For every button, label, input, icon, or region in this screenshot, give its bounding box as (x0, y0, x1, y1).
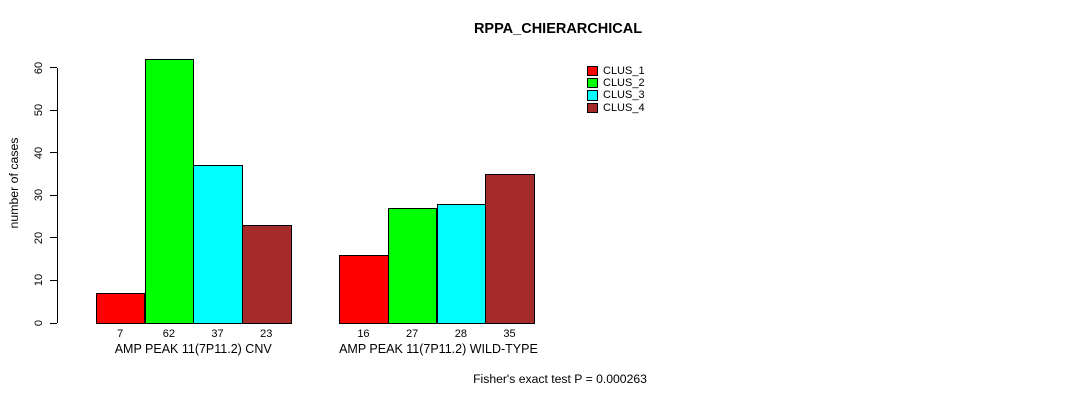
legend-label-clus_1: CLUS_1 (603, 64, 645, 77)
bar-clus_3-group1 (193, 165, 243, 324)
x-axis-group-label: AMP PEAK 11(7P11.2) WILD-TYPE (339, 342, 538, 356)
bar-clus_1-group2 (339, 254, 389, 324)
y-axis-tick (50, 109, 57, 111)
annotation-text: Fisher's exact test P = 0.000263 (473, 372, 647, 386)
bar-value-label: 62 (162, 328, 175, 340)
y-axis-tick-label: 0 (33, 319, 45, 327)
bar-value-label: 7 (117, 328, 124, 340)
y-axis-line (57, 67, 58, 323)
y-axis-tick-label: 40 (33, 146, 45, 159)
bar-clus_3-group2 (436, 203, 487, 324)
bar-clus_1-group1 (95, 293, 146, 324)
bar-value-label: 16 (357, 328, 370, 340)
bar-value-label: 28 (454, 328, 467, 340)
y-axis-tick-label: 10 (33, 274, 45, 287)
legend-swatch-clus_1 (587, 65, 598, 76)
y-axis-tick (50, 67, 57, 69)
bar-value-label: 37 (211, 328, 224, 340)
legend-label-clus_2: CLUS_2 (603, 76, 645, 89)
y-axis-tick-label: 60 (33, 61, 45, 74)
y-axis-tick-label: 50 (33, 103, 45, 117)
y-axis-tick-label: 20 (33, 231, 45, 244)
legend-swatch-clus_3 (587, 90, 598, 101)
legend-label-clus_3: CLUS_3 (603, 89, 645, 102)
legend-swatch-clus_2 (587, 77, 598, 89)
y-axis-tick (50, 237, 57, 239)
chart-title: RPPA_CHIERARCHICAL (473, 21, 643, 37)
y-axis-tick (50, 279, 57, 281)
bar-clus_4-group1 (241, 225, 292, 324)
y-axis-tick (50, 322, 57, 324)
bar-clus_4-group2 (485, 173, 535, 324)
y-axis-tick-label: 30 (33, 189, 45, 202)
bar-clus_2-group2 (387, 208, 438, 324)
bar-value-label: 27 (406, 328, 419, 340)
x-axis-group-label: AMP PEAK 11(7P11.2) CNV (114, 342, 272, 356)
y-axis-tick (50, 152, 57, 154)
bar-value-label: 23 (260, 328, 273, 340)
legend-swatch-clus_4 (587, 102, 598, 114)
bar-value-label: 35 (503, 328, 516, 340)
y-axis-tick (50, 194, 57, 196)
legend-label-clus_4: CLUS_4 (603, 101, 645, 114)
y-axis-label: number of cases (7, 137, 21, 229)
bar-clus_2-group1 (144, 59, 195, 324)
